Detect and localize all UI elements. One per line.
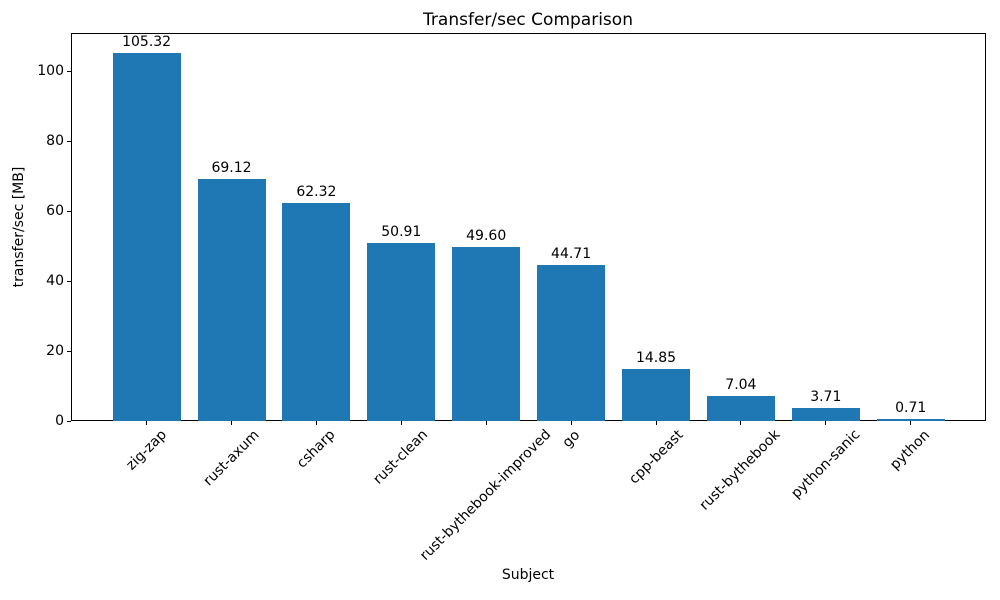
x-tick-mark xyxy=(825,421,827,425)
bar-python xyxy=(876,418,945,421)
y-tick-mark xyxy=(67,210,71,212)
y-tick-label: 40 xyxy=(46,272,64,289)
x-tick-mark xyxy=(485,421,487,425)
x-tick-mark xyxy=(400,421,402,425)
x-tick-mark xyxy=(231,421,232,425)
y-tick-label: 60 xyxy=(46,202,64,219)
bar-rust-axum xyxy=(197,179,266,421)
bar-value-label: 62.32 xyxy=(296,183,337,200)
bar-rust-bythebook xyxy=(706,396,775,421)
x-tick-label-rust-clean: rust-clean xyxy=(370,426,432,488)
bar-rust-bythebook-improved xyxy=(452,247,521,421)
x-tick-label-rust-bythebook: rust-bythebook xyxy=(697,427,784,514)
bar-csharp xyxy=(282,202,351,421)
x-tick-mark xyxy=(570,421,572,425)
y-tick-label: 80 xyxy=(46,132,64,149)
y-tick-mark xyxy=(67,420,71,422)
x-tick-label-zig-zap: zig-zap xyxy=(122,426,170,474)
bar-value-label: 3.71 xyxy=(810,389,842,406)
x-axis-label: Subject xyxy=(501,567,555,583)
y-tick-mark xyxy=(67,140,71,142)
bar-value-label: 69.12 xyxy=(211,160,252,177)
bar-value-label: 49.60 xyxy=(466,228,507,245)
x-tick-label-go: go xyxy=(559,426,583,451)
bar-go xyxy=(537,264,606,421)
y-tick-mark xyxy=(67,280,71,282)
bar-value-label: 7.04 xyxy=(725,377,757,394)
x-tick-label-rust-axum: rust-axum xyxy=(200,427,263,490)
x-tick-mark xyxy=(655,421,657,425)
y-tick-mark xyxy=(67,350,71,352)
x-tick-mark xyxy=(740,421,742,425)
x-tick-label-python: python xyxy=(887,426,934,473)
bar-cpp-beast xyxy=(622,369,690,421)
y-tick-mark xyxy=(67,70,71,72)
bar-value-label: 0.71 xyxy=(895,399,927,416)
x-tick-label-python-sanic: python-sanic xyxy=(788,426,864,503)
x-tick-mark xyxy=(146,421,148,425)
x-tick-mark xyxy=(315,421,317,425)
y-tick-label: 0 xyxy=(55,412,64,429)
y-tick-label: 20 xyxy=(46,342,64,359)
bar-python-sanic xyxy=(791,408,860,421)
y-tick-label: 100 xyxy=(37,62,64,79)
x-tick-mark xyxy=(910,421,912,425)
bar-value-label: 14.85 xyxy=(635,350,677,367)
bar-value-label: 105.32 xyxy=(122,33,172,50)
x-tick-label-cpp-beast: cpp-beast xyxy=(625,426,687,488)
y-axis-label: transfer/sec [MB] xyxy=(11,166,27,288)
bar-zig-zap xyxy=(112,52,181,421)
bar-rust-clean xyxy=(367,242,436,421)
x-tick-label-rust-bythebook-improved: rust-bythebook-improved xyxy=(417,426,555,565)
x-tick-label-csharp: csharp xyxy=(293,426,339,472)
bar-value-label: 44.71 xyxy=(551,245,592,262)
chart-title: Transfer/sec Comparison xyxy=(423,10,633,30)
bar-value-label: 50.91 xyxy=(381,223,422,240)
